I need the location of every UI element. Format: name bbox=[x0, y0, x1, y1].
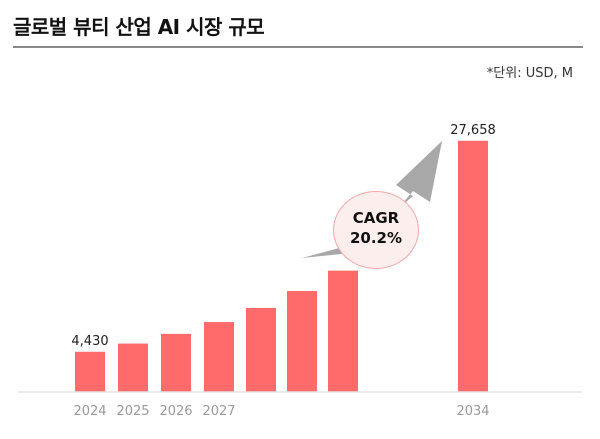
tick-label-2027: 2027 bbox=[202, 404, 235, 419]
bar-2024 bbox=[75, 351, 105, 392]
cagr-value: 20.2% bbox=[349, 229, 403, 247]
bar-2034 bbox=[458, 140, 488, 392]
bar-2025 bbox=[118, 343, 148, 392]
bar-2029 bbox=[287, 290, 317, 392]
bar-2028 bbox=[246, 307, 276, 392]
bar-2030 bbox=[328, 270, 358, 392]
tick-label-2034: 2034 bbox=[456, 404, 489, 419]
tick-label-2024: 2024 bbox=[73, 404, 106, 419]
data-label-2024: 4,430 bbox=[71, 334, 108, 349]
title-divider bbox=[13, 46, 583, 48]
bar-2026 bbox=[161, 333, 191, 392]
unit-note: *단위: USD, M bbox=[486, 66, 573, 81]
tick-label-2026: 2026 bbox=[159, 404, 192, 419]
cagr-badge: CAGR 20.2% bbox=[333, 191, 419, 269]
data-label-2034: 27,658 bbox=[450, 123, 496, 138]
bar-2027 bbox=[204, 322, 234, 392]
chart-title: 글로벌 뷰티 산업 AI 시장 규모 bbox=[13, 15, 265, 39]
cagr-label: CAGR bbox=[352, 209, 400, 227]
tick-label-2025: 2025 bbox=[116, 404, 149, 419]
